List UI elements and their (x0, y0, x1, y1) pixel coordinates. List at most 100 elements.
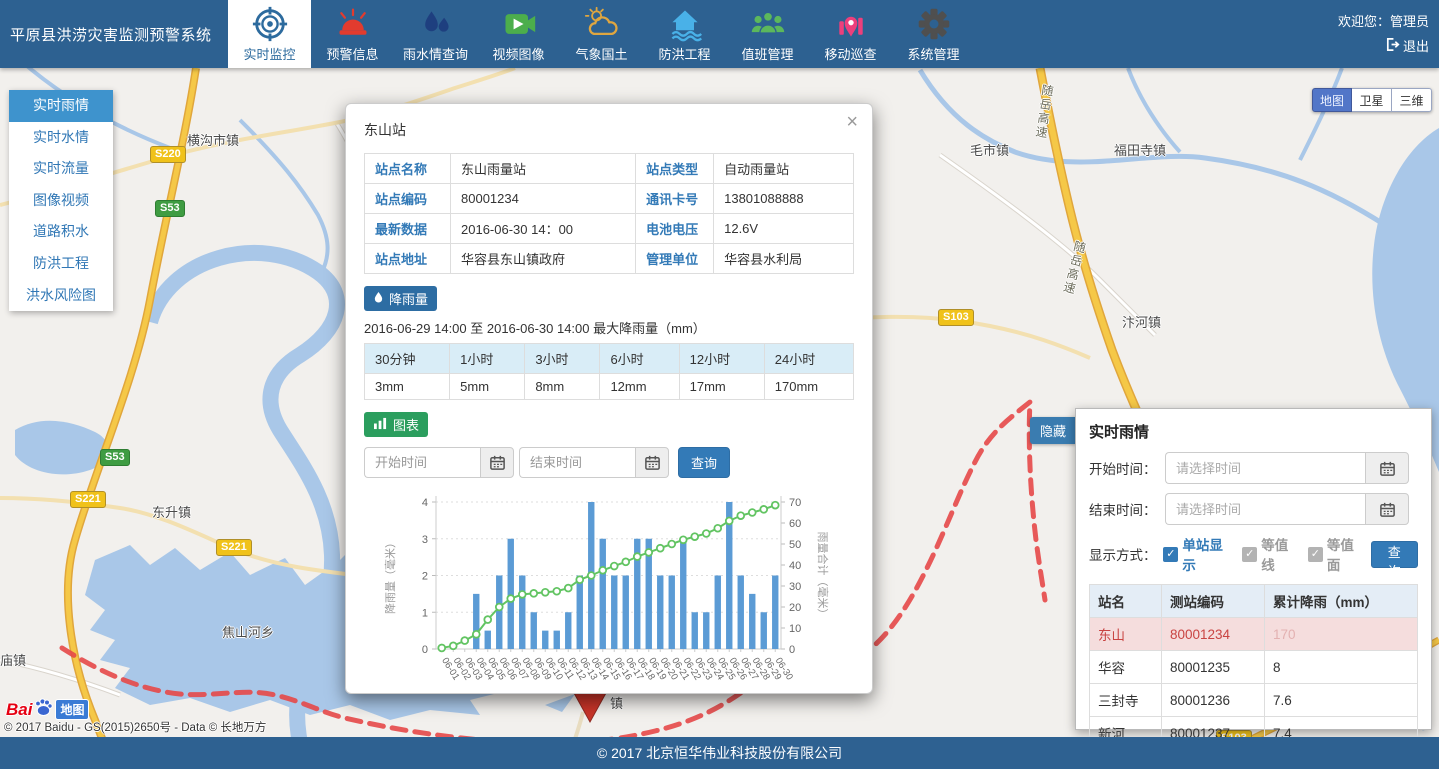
table-row-huarong[interactable]: 华容 80001235 8 (1089, 650, 1418, 684)
info-value: 华容县东山镇政府 (449, 243, 637, 274)
sidebar-item-realtime-rain[interactable]: 实时雨情 (9, 90, 113, 122)
bar-chart-icon (373, 417, 388, 433)
table-row-dongshan[interactable]: 东山 80001234 170 (1089, 617, 1418, 651)
stations-table: 站名 测站编码 累计降雨（mm） 东山 80001234 170 华容 8000… (1089, 584, 1418, 750)
top-header: 平原县洪涝灾害监测预警系统 实时监控 预警信息 (0, 0, 1439, 68)
chart-start-time-input[interactable] (364, 447, 480, 478)
rainfall-value: 17mm (678, 373, 765, 400)
road-badge: S221 (70, 491, 106, 508)
svg-text:40: 40 (789, 560, 801, 572)
station-rainfall: 8 (1264, 650, 1418, 684)
logout-label: 退出 (1402, 39, 1429, 54)
nav-item-rain-water-query[interactable]: 雨水情查询 (394, 0, 477, 68)
station-code: 80001236 (1161, 683, 1265, 717)
nav-item-weather-land[interactable]: 气象国土 (560, 0, 643, 68)
nav-label: 视频图像 (492, 47, 545, 62)
single-station-checkbox[interactable] (1163, 546, 1179, 562)
svg-text:4: 4 (422, 497, 428, 509)
nav-item-alerts[interactable]: 预警信息 (311, 0, 394, 68)
info-value: 华容县水利局 (713, 243, 854, 274)
map-town-label: 毛市镇 (970, 143, 1010, 158)
sidebar-item-realtime-flow[interactable]: 实时流量 (33, 160, 89, 177)
sidebar-item-road-water[interactable]: 道路积水 (33, 223, 89, 240)
table-row: 最新数据 2016-06-30 14：00 电池电压 12.6V (364, 213, 854, 244)
rainfall-value: 12mm (599, 373, 680, 400)
nav-item-realtime-monitor[interactable]: 实时监控 (228, 0, 311, 68)
close-icon[interactable]: × (846, 111, 858, 133)
nav-item-duty-management[interactable]: 值班管理 (726, 0, 809, 68)
map-pin[interactable] (573, 692, 607, 724)
user-box: 欢迎您：管理员 退出 (1338, 11, 1429, 55)
svg-text:雨量合计（毫米）: 雨量合计（毫米） (816, 532, 830, 620)
realtime-rain-panel: 实时雨情 开始时间： 结束时间： 显示方式： 单站显示 等值线 等值面 查询 站… (1075, 408, 1432, 750)
mobile-pin-icon (832, 5, 870, 43)
isoline-checkbox[interactable] (1242, 546, 1258, 562)
rainfall-range-caption: 2016-06-29 14:00 至 2016-06-30 14:00 最大降雨… (364, 321, 706, 336)
checkbox-label: 单站显示 (1182, 538, 1223, 573)
logout-button[interactable]: 退出 (1338, 36, 1429, 55)
calendar-icon[interactable] (1365, 493, 1409, 525)
nav-label: 系统管理 (907, 47, 960, 62)
calendar-icon[interactable] (635, 447, 669, 478)
baidu-logo: Bai 地图 (6, 697, 89, 722)
chart-query-button[interactable]: 查询 (678, 447, 731, 478)
station-name: 三封寺 (1089, 683, 1162, 717)
isosurface-checkbox[interactable] (1307, 546, 1323, 562)
station-name: 东山 (1089, 617, 1162, 651)
flood-house-icon (666, 5, 704, 43)
nav-label: 气象国土 (575, 47, 628, 62)
svg-text:10: 10 (789, 623, 801, 635)
station-detail-modal: × 东山站 站点名称 东山雨量站 站点类型 自动雨量站 站点编码 8000123… (345, 103, 873, 694)
table-row: 站点编码 80001234 通讯卡号 13801088888 (364, 183, 854, 214)
hide-panel-button[interactable]: 隐藏 (1030, 417, 1076, 444)
sidebar-item-realtime-water[interactable]: 实时水情 (33, 128, 89, 145)
station-name: 华容 (1089, 650, 1162, 684)
svg-text:2: 2 (422, 571, 428, 583)
nav-item-flood-projects[interactable]: 防洪工程 (643, 0, 726, 68)
panel-start-time-input[interactable] (1165, 452, 1365, 484)
rainfall-section-badge: 降雨量 (364, 286, 438, 311)
table-row: 站点名称 东山雨量站 站点类型 自动雨量站 (364, 153, 854, 184)
welcome-text: 欢迎您：管理员 (1337, 14, 1429, 29)
road-badge: S53 (100, 449, 130, 466)
map-attribution: © 2017 Baidu - GS(2015)2650号 - Data © 长地… (4, 722, 267, 734)
rainfall-value: 5mm (449, 373, 526, 400)
map-type-satellite-button[interactable]: 卫星 (1352, 88, 1392, 112)
road-badge: S53 (155, 200, 185, 217)
road-badge: S103 (938, 309, 974, 326)
nav-item-system-management[interactable]: 系统管理 (892, 0, 975, 68)
calendar-icon[interactable] (1365, 452, 1409, 484)
left-menu: 实时雨情 实时水情 实时流量 图像视频 道路积水 防洪工程 洪水风险图 (9, 90, 113, 312)
droplet-icon (373, 291, 384, 307)
map-type-3d-button[interactable]: 三维 (1392, 88, 1432, 112)
station-info-table: 站点名称 东山雨量站 站点类型 自动雨量站 站点编码 80001234 通讯卡号… (364, 153, 854, 274)
duration-header: 3小时 (524, 343, 601, 374)
info-label: 站点地址 (364, 243, 451, 274)
sidebar-item-flood-project[interactable]: 防洪工程 (33, 254, 89, 271)
map-town-label: 庙镇 (0, 653, 27, 668)
duration-header: 24小时 (763, 343, 855, 374)
nav-label: 雨水情查询 (402, 47, 468, 62)
nav-item-mobile-patrol[interactable]: 移动巡查 (809, 0, 892, 68)
sidebar-item-flood-risk-map[interactable]: 洪水风险图 (26, 286, 96, 303)
calendar-icon[interactable] (480, 447, 514, 478)
nav-item-video-images[interactable]: 视频图像 (477, 0, 560, 68)
map-town-label: 横沟市镇 (187, 133, 240, 148)
rainfall-chart: 0 1 2 3 4 0 10 20 30 40 50 60 70 06-01 06-02 06-03 06-04… (364, 484, 854, 693)
rainfall-badge-label: 降雨量 (389, 292, 429, 307)
column-header: 累计降雨（mm） (1264, 584, 1418, 618)
map-type-map-button[interactable]: 地图 (1312, 88, 1352, 112)
footer-copyright: © 2017 北京恒华伟业科技股份有限公司 (596, 745, 843, 761)
svg-text:20: 20 (789, 602, 801, 614)
panel-end-time-input[interactable] (1165, 493, 1365, 525)
duration-header: 1小时 (449, 343, 526, 374)
svg-text:60: 60 (789, 518, 801, 530)
weather-icon (583, 5, 621, 43)
map-town-label: 镇 (610, 696, 624, 711)
duration-header: 12小时 (678, 343, 765, 374)
info-value: 13801088888 (713, 183, 854, 214)
sidebar-item-image-video[interactable]: 图像视频 (33, 191, 89, 208)
chart-end-time-input[interactable] (519, 447, 635, 478)
table-row-sanfengsi[interactable]: 三封寺 80001236 7.6 (1089, 683, 1418, 717)
panel-query-button[interactable]: 查询 (1370, 540, 1418, 579)
